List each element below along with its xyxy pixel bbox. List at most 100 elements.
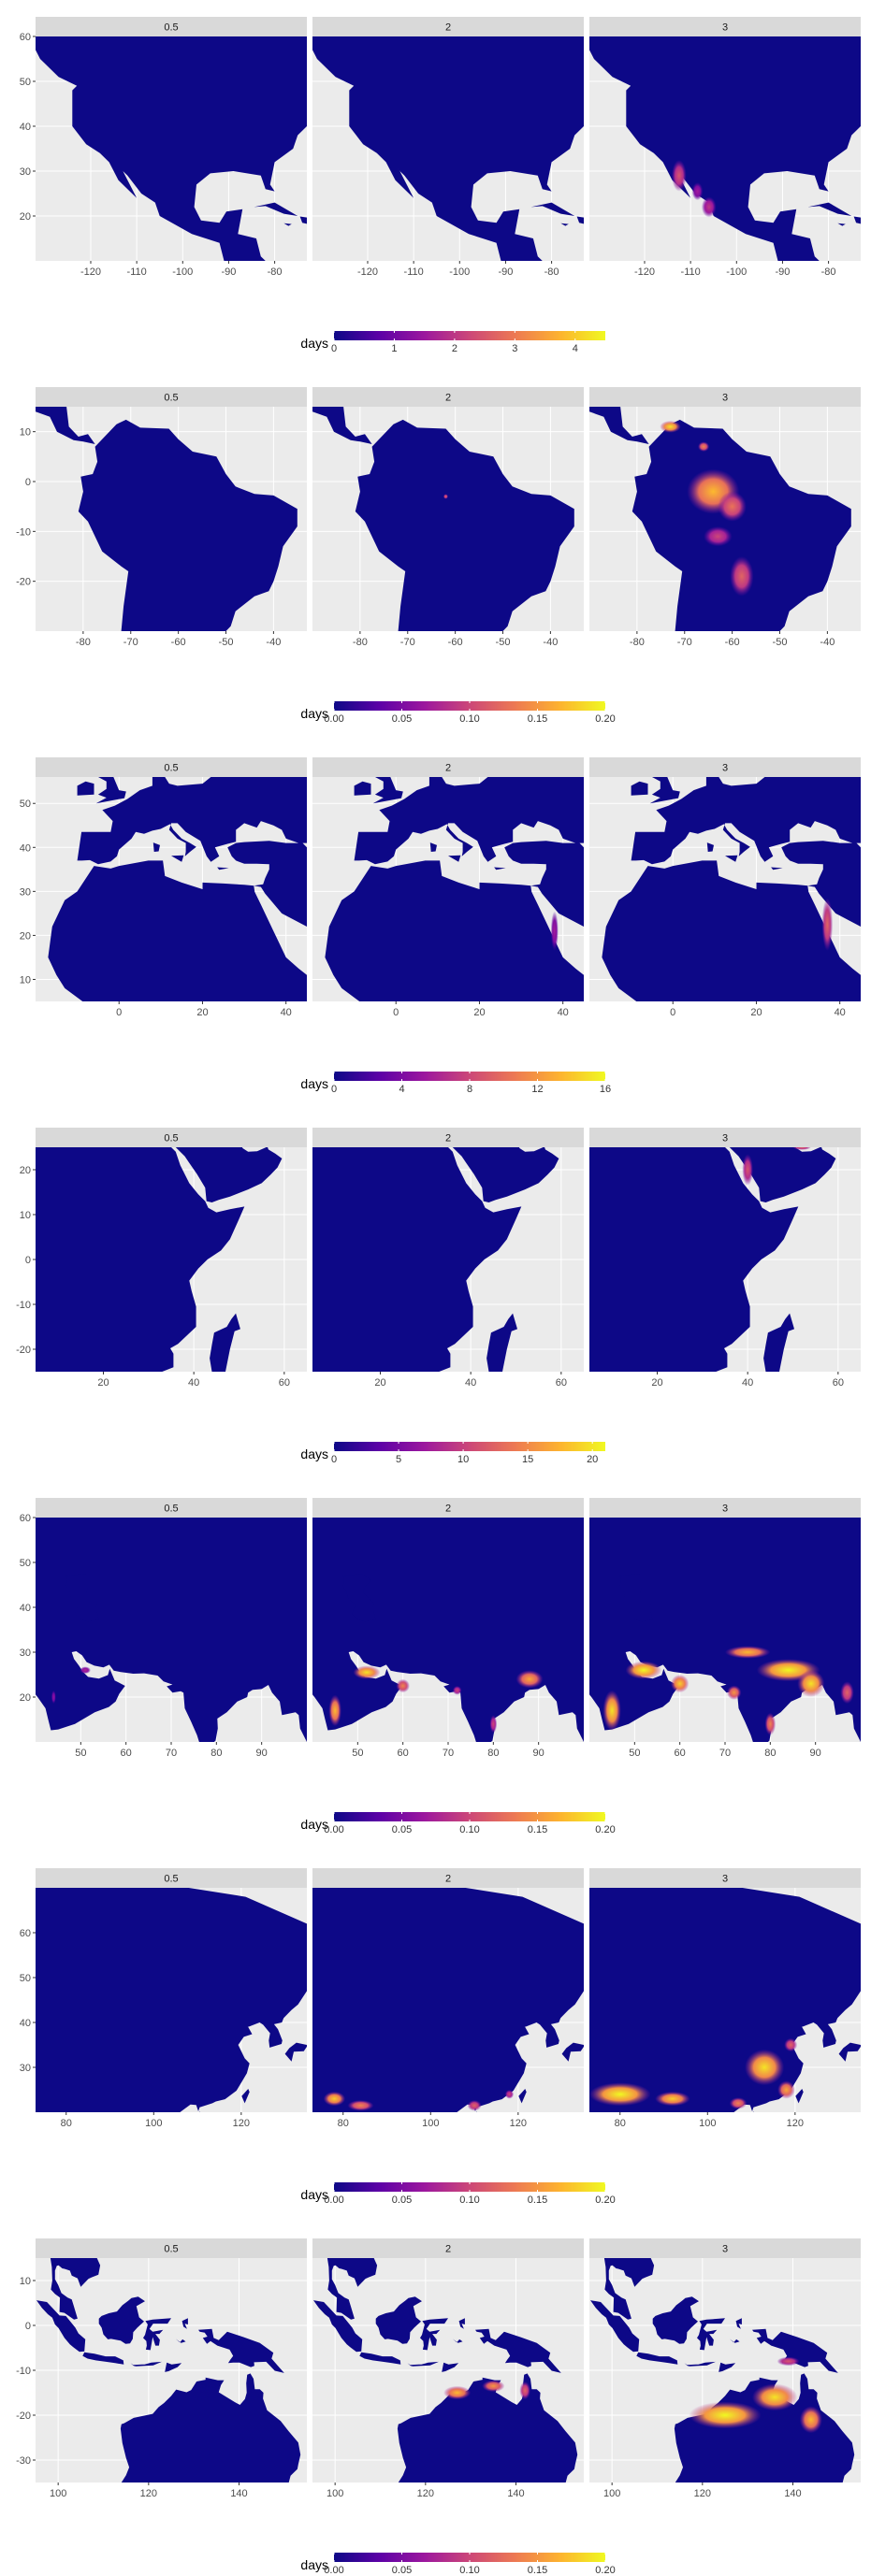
land-layer	[589, 1888, 861, 2112]
facet-label: 3	[722, 2244, 728, 2255]
x-tick-label: 60	[398, 1748, 409, 1759]
land-polygon	[706, 842, 714, 852]
x-tick-label: 80	[61, 2118, 72, 2129]
land-polygon	[458, 2318, 465, 2329]
x-tick-label: 40	[188, 1377, 199, 1389]
land-polygon	[589, 407, 649, 444]
land-polygon	[518, 2089, 527, 2104]
facet-panel-europe-north-africa-0.5: 0.5 0 20 40	[36, 757, 307, 1018]
land-polygon	[420, 2318, 448, 2351]
facet-label: 3	[722, 22, 728, 34]
land-polygon	[312, 36, 584, 261]
x-tick-label: 100	[699, 2118, 716, 2129]
colorbar-tick-label: 0.00	[324, 2565, 343, 2576]
exposure-hotspot	[701, 196, 717, 218]
land-polygon	[486, 1313, 517, 1372]
land-polygon	[494, 867, 506, 871]
colorbar-tick-label: 20	[587, 1454, 598, 1465]
colorbar-tick-label: 0.20	[595, 2195, 615, 2206]
y-tick-label: 20	[20, 1692, 31, 1704]
x-tick-label: 0	[393, 1007, 399, 1018]
facet-strip	[36, 1128, 307, 1147]
y-tick-label: 50	[20, 77, 31, 88]
exposure-hotspot	[777, 2356, 800, 2367]
exposure-hotspot	[797, 1670, 825, 1697]
land-polygon	[78, 419, 298, 631]
land-polygon	[82, 2352, 124, 2365]
land-polygon	[171, 855, 184, 862]
colorbar-legend: days 0 5 10 15 20	[300, 1442, 605, 1465]
y-tick-label: -10	[16, 1300, 31, 1311]
facet-label: 3	[722, 1874, 728, 1885]
exposure-hotspot	[482, 2380, 505, 2393]
y-tick-label: 50	[20, 1558, 31, 1569]
facet-label: 0.5	[164, 2244, 178, 2255]
land-layer	[36, 36, 307, 261]
land-layer	[312, 36, 584, 261]
x-tick-label: 120	[233, 2118, 250, 2129]
exposure-hotspot	[323, 2091, 346, 2107]
colorbar-tick-label: 0.15	[528, 1824, 547, 1835]
land-polygon	[576, 216, 584, 224]
y-tick-label: 40	[20, 842, 31, 854]
land-polygon	[649, 777, 680, 804]
land-polygon	[452, 1147, 584, 1202]
colorbar-tick-label: 12	[531, 1084, 543, 1095]
y-tick-label: 50	[20, 799, 31, 810]
x-tick-label: 70	[166, 1748, 177, 1759]
land-polygon	[175, 1147, 307, 1202]
x-tick-label: -90	[221, 266, 236, 278]
y-tick-label: -20	[16, 577, 31, 588]
x-tick-label: -120	[357, 266, 378, 278]
land-polygon	[652, 2296, 699, 2344]
x-tick-label: 80	[487, 1748, 499, 1759]
land-polygon	[198, 2111, 200, 2112]
x-tick-label: 40	[465, 1377, 476, 1389]
land-polygon	[530, 202, 575, 216]
legend-title: days	[300, 2187, 328, 2202]
land-polygon	[631, 777, 861, 927]
facet-strip	[589, 757, 861, 777]
land-polygon	[674, 2373, 855, 2482]
x-tick-label: 100	[50, 2488, 66, 2499]
x-tick-label: 120	[140, 2488, 157, 2499]
colorbar-tick-label: 0.10	[459, 1824, 479, 1835]
facet-strip	[589, 1498, 861, 1518]
x-tick-label: -110	[404, 266, 424, 278]
facet-label: 2	[445, 22, 451, 34]
land-polygon	[77, 777, 307, 927]
land-polygon	[98, 2296, 145, 2344]
land-polygon	[475, 2328, 561, 2373]
land-polygon	[152, 842, 160, 852]
facet-label: 2	[445, 1504, 451, 1515]
facet-label: 0.5	[164, 393, 178, 404]
facet-panel-east-africa-0.5: 0.5 20 40 60	[36, 1128, 307, 1389]
land-layer	[589, 407, 851, 631]
land-polygon	[636, 2352, 678, 2365]
x-tick-label: 90	[533, 1748, 544, 1759]
facet-panel-north-america-2: 2 -120 -110 -100 -90 -80	[312, 17, 584, 278]
land-layer	[312, 1518, 584, 1742]
x-tick-label: 60	[675, 1748, 686, 1759]
land-polygon	[355, 419, 574, 631]
x-tick-label: 60	[833, 1377, 844, 1389]
land-layer	[312, 407, 574, 631]
land-polygon	[589, 36, 861, 261]
x-tick-label: 80	[764, 1748, 776, 1759]
land-polygon	[752, 2111, 754, 2112]
x-tick-label: 100	[145, 2118, 162, 2129]
x-tick-label: 50	[629, 1748, 640, 1759]
exposure-hotspot	[691, 182, 704, 201]
land-polygon	[475, 2111, 477, 2112]
land-layer	[589, 1518, 861, 1742]
facet-panel-east-asia-2: 2 80 100 120	[312, 1868, 584, 2129]
x-tick-label: 80	[210, 1748, 222, 1759]
exposure-hotspot	[467, 2100, 482, 2111]
x-tick-label: -60	[171, 637, 186, 648]
land-polygon	[729, 2339, 740, 2343]
y-tick-label: -20	[16, 1345, 31, 1356]
